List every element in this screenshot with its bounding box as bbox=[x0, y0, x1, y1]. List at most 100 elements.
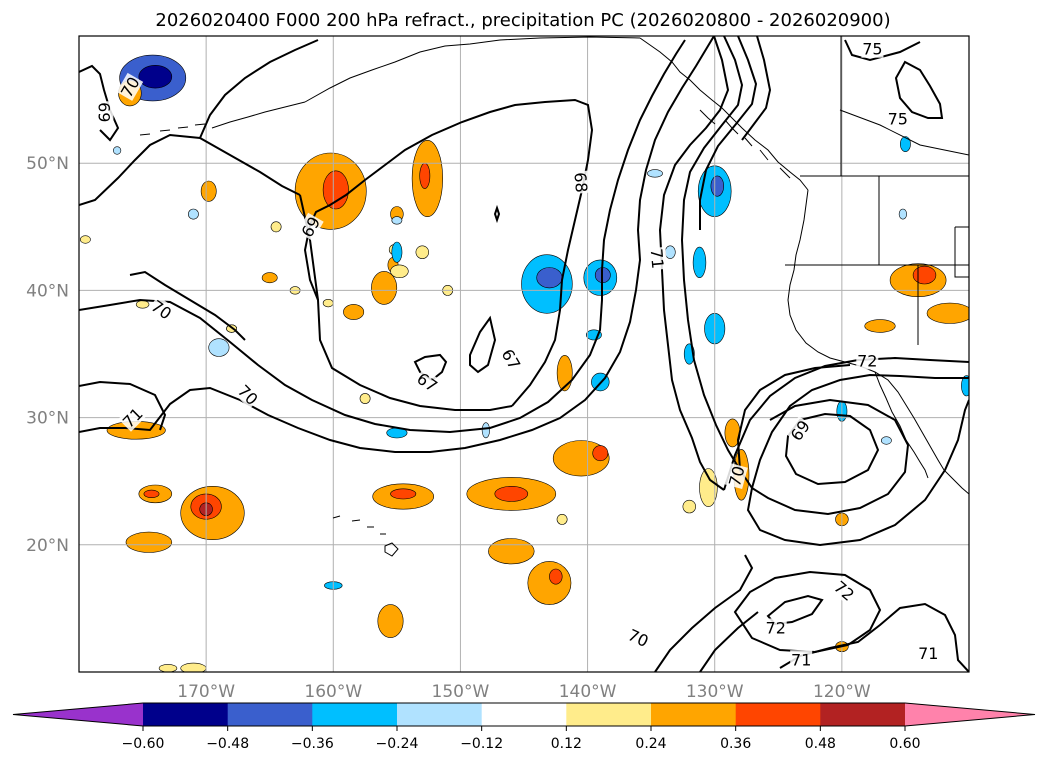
precip-region-54 bbox=[926, 302, 969, 324]
precip-region-51 bbox=[898, 208, 908, 220]
precip-region-15 bbox=[371, 271, 398, 305]
colorbar-segment bbox=[143, 703, 229, 726]
contour-75-north bbox=[741, 36, 772, 141]
colorbar-tick-label: 0.36 bbox=[720, 736, 751, 752]
precip-region-48 bbox=[881, 436, 892, 445]
x-tick-label: 160°W bbox=[304, 682, 362, 702]
precip-region-50 bbox=[900, 136, 911, 152]
x-axis-ticks: 170°W 160°W 150°W 140°W 130°W 120°W bbox=[177, 682, 871, 702]
colorbar-tick-label: −0.12 bbox=[460, 736, 503, 752]
colorbar-segment bbox=[820, 703, 906, 726]
map-frame bbox=[78, 35, 970, 673]
coastlines bbox=[139, 36, 969, 557]
precip-region-73 bbox=[377, 604, 404, 638]
contour-75-ne bbox=[894, 60, 944, 119]
precip-region-81 bbox=[158, 664, 178, 672]
chart-title: 2026020400 F000 200 hPa refract., precip… bbox=[155, 10, 890, 31]
colorbar-tick-label: −0.24 bbox=[376, 736, 419, 752]
precipitation-shading bbox=[80, 54, 969, 672]
precip-region-21 bbox=[135, 300, 150, 309]
contour-75-ne-arc bbox=[844, 39, 921, 62]
colorbar-segment bbox=[651, 703, 737, 726]
precip-region-25 bbox=[391, 241, 403, 263]
colorbar-tick-label: 0.24 bbox=[635, 736, 666, 752]
contour-71-east-loop bbox=[746, 399, 969, 547]
contour-label: 71 bbox=[790, 650, 813, 669]
precip-region-35 bbox=[710, 175, 724, 197]
contour-label-text: 72 bbox=[857, 351, 877, 370]
contour-70-northwest bbox=[199, 39, 319, 139]
precip-region-14 bbox=[390, 264, 409, 278]
contour-label-text: 72 bbox=[766, 619, 786, 638]
colorbar-tick-label: 0.60 bbox=[889, 736, 920, 752]
precip-region-23 bbox=[359, 393, 371, 404]
precip-region-32 bbox=[481, 422, 491, 439]
precip-region-24 bbox=[391, 216, 403, 225]
x-tick-label: 130°W bbox=[686, 682, 744, 702]
contour-70-south-arc bbox=[699, 611, 759, 672]
colorbar-segment bbox=[227, 703, 313, 726]
x-tick-label: 120°W bbox=[813, 682, 871, 702]
contour-label: 72 bbox=[856, 351, 879, 370]
precip-region-20 bbox=[261, 272, 278, 284]
colorbar-tick-label: −0.36 bbox=[291, 736, 334, 752]
baja-california-coastline bbox=[874, 371, 929, 479]
precip-region-7 bbox=[200, 180, 217, 202]
contour-69-far-west bbox=[79, 64, 120, 142]
contour-label: 71 bbox=[917, 643, 940, 663]
precip-region-53 bbox=[912, 265, 937, 285]
y-tick-label: 50°N bbox=[26, 154, 69, 174]
precip-region-77 bbox=[112, 146, 122, 155]
colorbar-segment bbox=[481, 703, 567, 726]
inset-box bbox=[840, 35, 970, 177]
colorbar-segment bbox=[397, 703, 483, 726]
precip-region-36 bbox=[692, 246, 707, 278]
colorbar-extend-low bbox=[13, 703, 143, 726]
precip-region-58 bbox=[143, 489, 160, 499]
x-tick-label: 140°W bbox=[559, 682, 617, 702]
precip-region-44 bbox=[682, 499, 696, 514]
colorbar-tick-label: −0.48 bbox=[206, 736, 249, 752]
contour-73 bbox=[680, 36, 753, 489]
precip-region-43 bbox=[699, 468, 718, 508]
precip-region-66 bbox=[494, 485, 529, 502]
contour-70-east bbox=[736, 364, 851, 471]
contour-label-text: 71 bbox=[918, 644, 938, 663]
contour-67-south bbox=[413, 353, 448, 382]
contour-label-text: 69 bbox=[94, 102, 113, 122]
contour-small-north-center bbox=[493, 204, 501, 224]
contour-label-text: 75 bbox=[888, 110, 908, 129]
precip-region-6 bbox=[419, 162, 431, 189]
contour-label-text: 68 bbox=[570, 171, 591, 193]
contour-71-west bbox=[79, 36, 715, 453]
contour-label: 75 bbox=[861, 39, 884, 59]
precip-region-69 bbox=[488, 538, 535, 565]
contour-71-far-west bbox=[79, 380, 167, 431]
contour-72-south bbox=[733, 570, 882, 654]
contour-70-east-loop bbox=[751, 398, 910, 516]
precip-region-4 bbox=[322, 170, 349, 210]
contour-label-text: 71 bbox=[791, 650, 811, 669]
contour-69-east bbox=[784, 412, 880, 486]
y-tick-label: 20°N bbox=[26, 536, 69, 556]
x-tick-label: 170°W bbox=[177, 682, 235, 702]
contour-71-east bbox=[723, 356, 969, 491]
map-background bbox=[79, 36, 969, 672]
contour-label: 68 bbox=[570, 170, 592, 195]
colorbar-tick-label: −0.60 bbox=[122, 736, 165, 752]
hawaii-islands bbox=[332, 515, 399, 557]
precip-region-68 bbox=[592, 445, 609, 462]
precip-region-72 bbox=[556, 514, 568, 525]
precip-region-18 bbox=[322, 299, 334, 308]
contour-label: 69 bbox=[94, 101, 114, 124]
precip-region-70 bbox=[527, 561, 572, 605]
precip-region-12 bbox=[415, 245, 429, 259]
contour-71-south bbox=[779, 602, 969, 672]
contour-70-west bbox=[79, 39, 686, 434]
y-tick-label: 30°N bbox=[26, 409, 69, 429]
y-tick-label: 40°N bbox=[26, 281, 69, 301]
precip-region-78 bbox=[80, 235, 91, 244]
contour-74 bbox=[699, 36, 758, 230]
precip-region-55 bbox=[864, 319, 896, 333]
